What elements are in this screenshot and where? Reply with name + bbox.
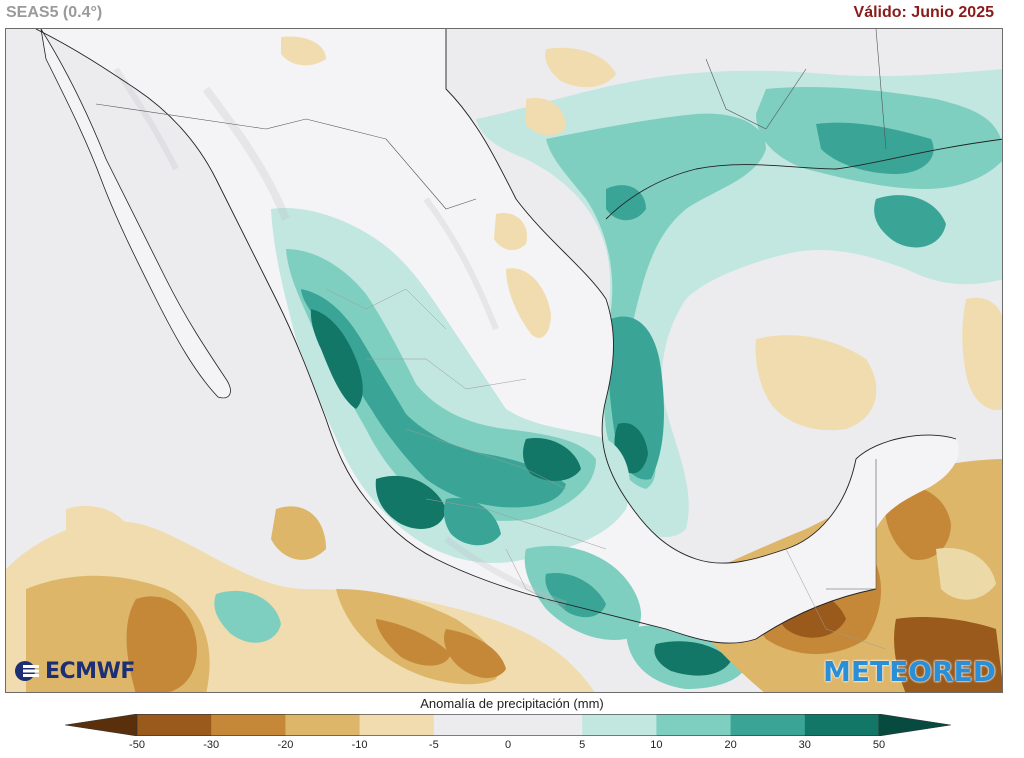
legend-tick-label: -5 [428, 739, 439, 751]
colorbar-segment [433, 714, 509, 736]
land-baja-california [40, 29, 231, 399]
legend-tick-label: -30 [203, 739, 220, 751]
colorbar-extend-high [878, 714, 951, 736]
colorbar-segment [656, 714, 732, 736]
ecmwf-icon [15, 661, 39, 681]
colorbar-segment [211, 714, 286, 736]
legend-colorbar [65, 714, 951, 736]
terrain-hillshade [113, 67, 568, 607]
colorbar-segment [137, 714, 212, 736]
precip-anomaly-map: ECMWF METEORED [5, 28, 1003, 693]
political-borders [95, 29, 887, 590]
coastlines [35, 29, 1002, 644]
colorbar-extend-low [65, 714, 138, 736]
colorbar-segment [804, 714, 880, 736]
legend-tick-label: -20 [277, 739, 294, 751]
ecmwf-logo: ECMWF [14, 658, 135, 684]
colorbar-segment [508, 714, 583, 736]
colorbar-segment [285, 714, 361, 736]
legend-tick-label: -50 [129, 739, 145, 751]
legend-tick-label: 30 [798, 739, 811, 751]
colorbar-segment [359, 714, 435, 736]
legend-title: Anomalía de precipitación (mm) [420, 696, 604, 711]
colorbar-segment [730, 714, 806, 736]
legend-tick-label: 0 [504, 739, 512, 751]
land-mexico [36, 29, 959, 644]
legend-tick-label: 5 [579, 739, 586, 751]
legend-tick-label: 20 [724, 739, 737, 751]
colorbar-segment [582, 714, 657, 736]
legend-tick-label: 50 [872, 739, 886, 751]
state-borders [325, 288, 887, 650]
legend-tick-label: 10 [650, 739, 663, 751]
model-label: SEAS5 (0.4°) [6, 4, 103, 21]
legend-tick-label: -10 [351, 739, 368, 751]
meteored-logo: METEORED [823, 655, 996, 688]
valid-date: Válido: Junio 2025 [853, 4, 994, 21]
